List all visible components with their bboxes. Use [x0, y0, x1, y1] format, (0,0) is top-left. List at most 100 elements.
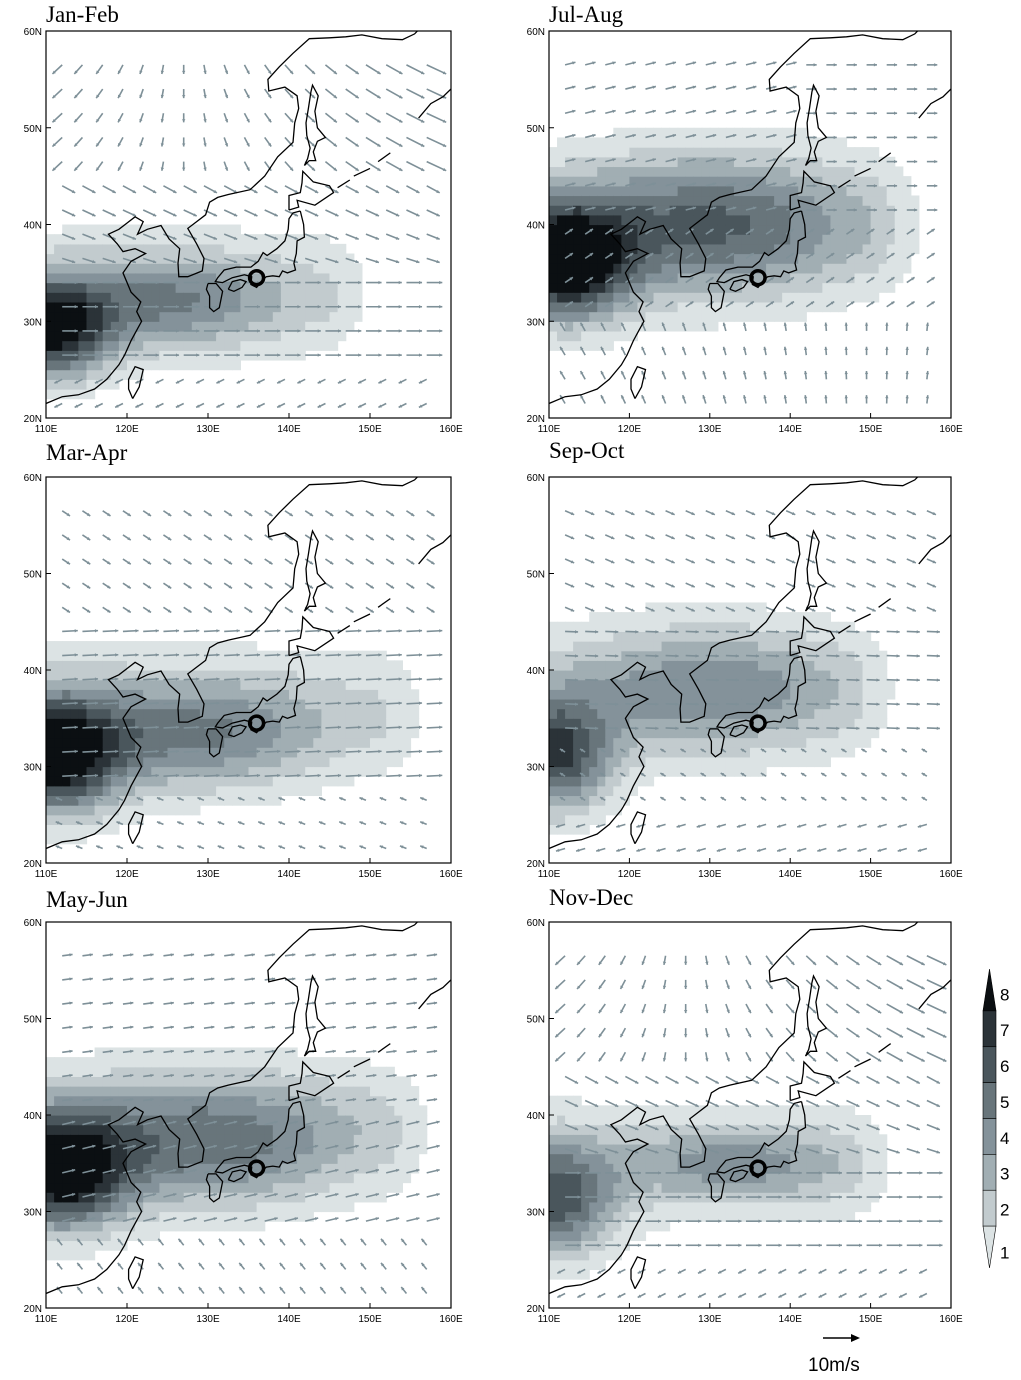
shaded-field: [549, 922, 951, 1299]
y-tick-label: 50N: [527, 124, 545, 135]
x-tick-label: 110E: [35, 424, 58, 435]
y-tick-label: 40N: [527, 666, 545, 677]
y-tick-label: 20N: [527, 414, 545, 425]
x-tick-label: 140E: [277, 1314, 301, 1325]
wind-vectors: [51, 64, 447, 409]
y-tick-label: 40N: [24, 1111, 42, 1122]
y-tick-label: 60N: [527, 27, 545, 38]
colorbar-label: 7: [1000, 1021, 1009, 1040]
y-tick-label: 40N: [24, 666, 42, 677]
panel-title: Sep-Oct: [549, 438, 625, 463]
x-tick-label: 110E: [538, 424, 561, 435]
x-tick-label: 120E: [618, 424, 642, 435]
map-may-jun: 110E 120E 130E 140E 150E 160E 60N 50N 40N 30N 20N: [24, 918, 463, 1325]
y-tick-label: 30N: [24, 317, 42, 328]
panel-title: Jul-Aug: [549, 2, 624, 27]
x-tick-label: 130E: [196, 424, 220, 435]
colorbar-label: 5: [1000, 1093, 1009, 1112]
y-tick-label: 50N: [24, 570, 42, 581]
x-tick-label: 150E: [859, 1314, 883, 1325]
y-tick-label: 30N: [24, 763, 42, 774]
y-tick-label: 30N: [527, 317, 545, 328]
y-tick-label: 40N: [527, 1111, 545, 1122]
wind-vectors: [55, 510, 443, 850]
colorbar-segment: [982, 1225, 997, 1269]
coastline: [46, 31, 451, 405]
x-tick-label: 160E: [939, 869, 963, 880]
site-marker: [749, 714, 767, 732]
y-tick-label: 30N: [527, 1208, 545, 1219]
y-tick-label: 20N: [527, 859, 545, 870]
map-jul-aug: 110E 120E 130E 140E 150E 160E 60N 50N 40N 30N 20N: [527, 27, 963, 435]
colorbar-segment: [982, 1189, 997, 1227]
colorbar-label: 4: [1000, 1129, 1009, 1148]
x-tick-label: 110E: [538, 869, 561, 880]
y-tick-label: 50N: [527, 1015, 545, 1026]
y-tick-label: 60N: [24, 918, 42, 929]
y-tick-label: 50N: [24, 1015, 42, 1026]
x-tick-label: 150E: [358, 869, 382, 880]
x-tick-label: 110E: [35, 869, 58, 880]
coastline: [549, 477, 951, 850]
reference-vector-arrow: [823, 1334, 860, 1342]
y-tick-label: 30N: [24, 1208, 42, 1219]
y-tick-label: 60N: [24, 473, 42, 484]
x-tick-label: 120E: [115, 424, 139, 435]
coastline: [46, 922, 451, 1295]
x-tick-label: 160E: [939, 1314, 963, 1325]
x-tick-label: 110E: [538, 1314, 561, 1325]
coastline: [549, 31, 951, 405]
site-marker: [247, 268, 266, 287]
colorbar-segment: [982, 1118, 997, 1155]
x-tick-label: 140E: [779, 1314, 803, 1325]
map-nov-dec: 110E 120E 130E 140E 150E 160E 60N 50N 40N 30N 20N: [527, 918, 963, 1325]
wind-vectors: [56, 953, 440, 1295]
colorbar-segment: [982, 1046, 997, 1083]
x-tick-label: 120E: [618, 869, 642, 880]
x-tick-label: 140E: [779, 869, 803, 880]
x-tick-label: 140E: [277, 869, 301, 880]
y-tick-label: 40N: [527, 221, 545, 232]
y-tick-label: 20N: [24, 1304, 42, 1315]
x-tick-label: 130E: [698, 424, 722, 435]
panel-title: Mar-Apr: [46, 440, 128, 465]
site-marker: [749, 268, 767, 287]
x-tick-label: 160E: [939, 424, 963, 435]
x-tick-label: 150E: [358, 424, 382, 435]
colorbar-label: 1: [1000, 1244, 1009, 1263]
x-tick-label: 130E: [698, 869, 722, 880]
shaded-field: [549, 31, 951, 405]
colorbar-segment: [982, 1082, 997, 1119]
site-marker: [247, 1159, 266, 1177]
y-tick-label: 20N: [24, 859, 42, 870]
x-tick-label: 120E: [115, 869, 139, 880]
x-tick-label: 110E: [35, 1314, 58, 1325]
coastline: [46, 477, 451, 850]
colorbar-segment: [982, 1010, 997, 1048]
x-tick-label: 120E: [115, 1314, 139, 1325]
shaded-field: [46, 477, 451, 850]
colorbar-segment: [982, 968, 997, 1012]
site-marker: [247, 714, 266, 732]
x-tick-label: 160E: [439, 424, 463, 435]
x-tick-label: 150E: [358, 1314, 382, 1325]
panel-title: Jan-Feb: [46, 2, 119, 27]
wind-vectors: [559, 61, 938, 404]
wind-vectors: [555, 510, 940, 852]
colorbar-legend: 8 7 6 5 4 3 2 1: [982, 968, 1009, 1269]
panel-title: Nov-Dec: [549, 885, 634, 910]
x-tick-label: 140E: [779, 424, 803, 435]
colorbar-label: 8: [1000, 985, 1009, 1004]
y-tick-label: 60N: [527, 473, 545, 484]
y-tick-label: 20N: [527, 1304, 545, 1315]
x-tick-label: 130E: [698, 1314, 722, 1325]
shaded-field: [549, 477, 951, 852]
colorbar-label: 6: [1000, 1057, 1009, 1076]
reference-vector-label: 10m/s: [808, 1355, 860, 1376]
shaded-field: [46, 31, 451, 409]
y-tick-label: 60N: [527, 918, 545, 929]
y-tick-label: 50N: [24, 124, 42, 135]
wind-vectors: [554, 955, 947, 1299]
coastline: [549, 922, 951, 1295]
